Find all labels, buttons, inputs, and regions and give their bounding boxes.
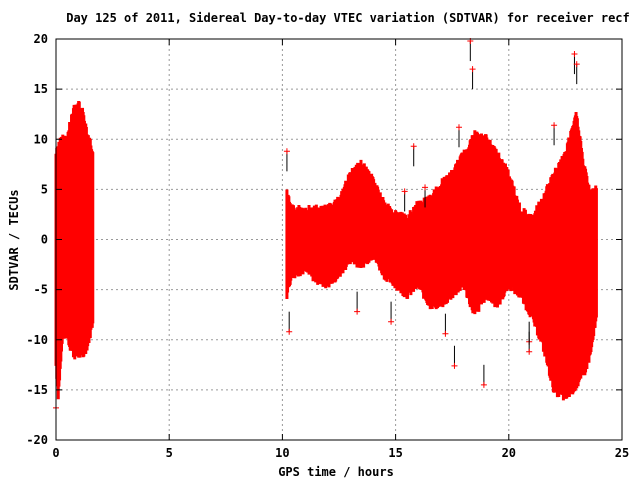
data-point xyxy=(451,362,458,369)
x-tick-label: 15 xyxy=(388,446,402,460)
y-tick-label: 20 xyxy=(34,32,48,46)
data-point xyxy=(422,184,429,191)
data-point xyxy=(571,51,578,58)
data-point xyxy=(442,330,449,337)
x-tick-label: 20 xyxy=(502,446,516,460)
data-marks xyxy=(53,38,598,411)
data-point xyxy=(286,328,293,335)
data-point xyxy=(283,148,290,155)
y-axis-label: SDTVAR / TECUs xyxy=(7,189,21,290)
y-tick-label: 10 xyxy=(34,132,48,146)
data-point xyxy=(551,122,558,129)
y-tick-label: 15 xyxy=(34,82,48,96)
x-tick-label: 5 xyxy=(166,446,173,460)
data-point xyxy=(354,308,361,315)
y-tick-label: 0 xyxy=(41,233,48,247)
x-tick-label: 10 xyxy=(275,446,289,460)
data-point xyxy=(455,124,462,131)
y-tick-label: -15 xyxy=(26,383,48,397)
y-tick-label: 5 xyxy=(41,182,48,196)
axis-ticks: 0 5 10 15 20 25 20 15 10 5 0 -5 -10 -15 -20 xyxy=(26,32,629,460)
x-tick-label: 25 xyxy=(615,446,629,460)
data-point xyxy=(410,143,417,150)
data-point xyxy=(388,318,395,325)
data-point xyxy=(469,66,476,73)
y-tick-label: -10 xyxy=(26,333,48,347)
chart-title: Day 125 of 2011, Sidereal Day-to-day VTE… xyxy=(66,11,630,25)
data-point xyxy=(480,381,487,388)
x-axis-label: GPS time / hours xyxy=(278,465,394,479)
data-point xyxy=(401,188,408,195)
y-tick-label: -20 xyxy=(26,433,48,447)
y-tick-label: -5 xyxy=(34,283,48,297)
x-tick-label: 0 xyxy=(52,446,59,460)
data-point xyxy=(573,61,580,68)
data-point xyxy=(526,348,533,355)
